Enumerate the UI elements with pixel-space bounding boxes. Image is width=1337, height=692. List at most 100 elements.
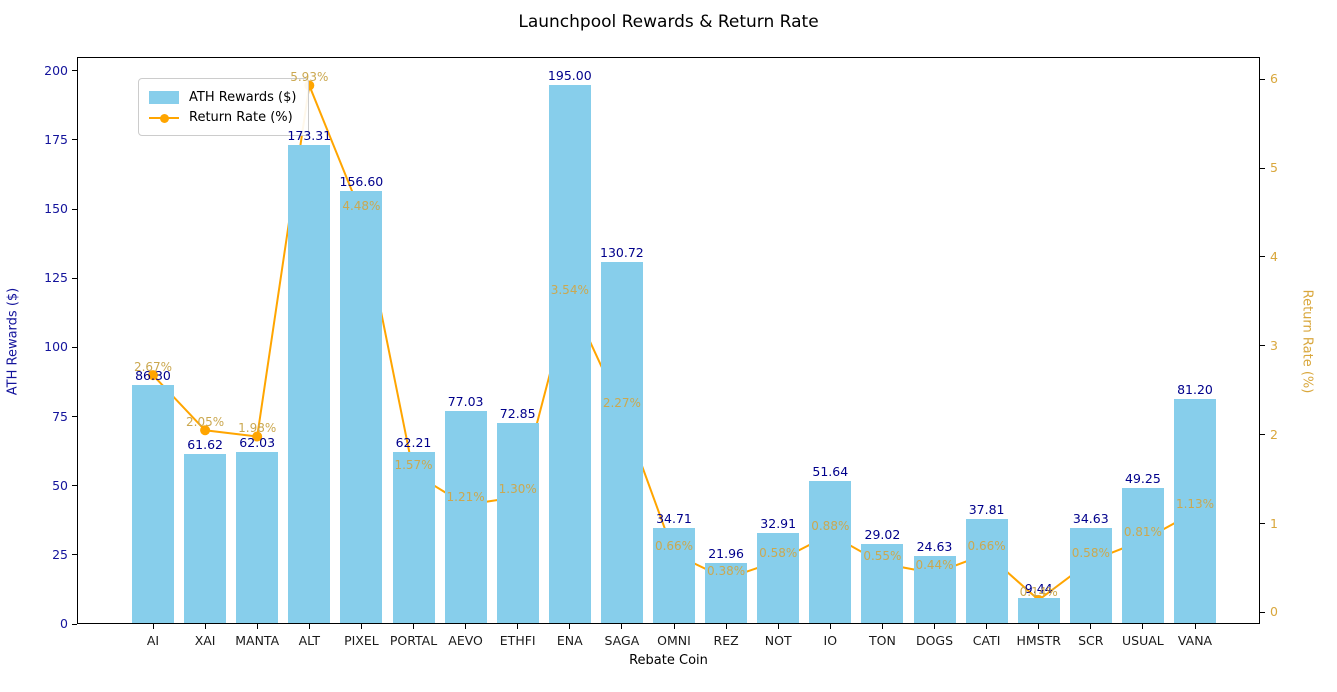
- x-tick-label: ETHFI: [499, 633, 536, 648]
- y-right-tickmark: [1260, 523, 1265, 525]
- y-right-tickmark: [1260, 167, 1265, 169]
- x-tick-label: ENA: [556, 633, 583, 648]
- y-right-tickmark: [1260, 78, 1265, 80]
- y-right-tick-label: 1: [1270, 515, 1278, 531]
- y-left-tick-label: 25: [52, 546, 68, 562]
- bar: [965, 519, 1008, 623]
- x-tickmark: [777, 624, 779, 629]
- rate-value-label: 0.58%: [1071, 545, 1110, 560]
- x-tickmark: [986, 624, 988, 629]
- y-right-tickmark: [1260, 256, 1265, 258]
- bar: [1121, 487, 1164, 623]
- x-tick-label: AI: [146, 633, 160, 648]
- x-tickmark: [1090, 624, 1092, 629]
- x-tickmark: [673, 624, 675, 629]
- y-left-tickmark: [72, 346, 77, 348]
- bar-value-label: 49.25: [1124, 470, 1161, 486]
- y-right-tick-label: 5: [1270, 159, 1278, 175]
- rate-value-label: 0.88%: [811, 519, 850, 534]
- bar-value-label: 21.96: [708, 546, 744, 562]
- bar-value-label: 72.85: [499, 405, 536, 421]
- y-left-tick-label: 175: [44, 131, 68, 147]
- bar: [1174, 399, 1216, 623]
- y-left-tickmark: [72, 208, 77, 210]
- bar-value-label: 34.71: [656, 510, 692, 526]
- bar-value-label: 81.20: [1177, 382, 1213, 398]
- y-left-tickmark: [72, 277, 77, 279]
- y-left-tickmark: [72, 554, 77, 556]
- bar: [809, 481, 852, 623]
- bar: [288, 144, 331, 623]
- y-left-tick-label: 100: [44, 339, 68, 355]
- bar-value-label: 86.30: [135, 368, 171, 384]
- y-left-tick-label: 50: [52, 477, 68, 493]
- rate-value-label: 0.58%: [759, 545, 798, 560]
- x-tickmark: [152, 624, 154, 629]
- rate-value-label: 0.81%: [1123, 525, 1162, 540]
- x-tick-label: CATI: [972, 633, 1001, 648]
- x-tickmark: [1142, 624, 1144, 629]
- x-tickmark: [881, 624, 883, 629]
- legend-item-return-rate: Return Rate (%): [149, 107, 296, 127]
- y-left-tickmark: [72, 70, 77, 72]
- bar: [236, 452, 279, 623]
- rate-value-label: 0.66%: [967, 538, 1006, 553]
- legend: ATH Rewards ($) Return Rate (%): [138, 78, 310, 136]
- x-tickmark: [829, 624, 831, 629]
- x-tickmark: [413, 624, 414, 629]
- rate-value-label: 2.67%: [133, 360, 173, 375]
- bar: [653, 527, 695, 623]
- x-tick-label: DOGS: [915, 633, 954, 648]
- rate-value-label: 0.38%: [707, 563, 746, 578]
- bar-value-label: 156.60: [339, 173, 384, 189]
- y-right-tickmark: [1260, 345, 1265, 347]
- y-left-tick-label: 150: [44, 200, 68, 216]
- x-tickmark: [934, 624, 935, 629]
- x-tickmark: [1194, 624, 1196, 629]
- y-right-tickmark: [1260, 434, 1265, 436]
- bar-value-label: 62.21: [395, 434, 432, 450]
- bar: [392, 451, 435, 623]
- bar-value-label: 77.03: [447, 393, 484, 409]
- y-right-axis-label: Return Rate (%): [1299, 289, 1315, 394]
- x-tick-label: OMNI: [657, 633, 691, 648]
- y-left-tickmark: [72, 623, 77, 625]
- bar: [861, 543, 904, 623]
- rate-value-label: 5.93%: [290, 70, 329, 85]
- x-tickmark: [204, 624, 206, 629]
- x-tick-label: MANTA: [235, 633, 280, 648]
- bar: [600, 262, 643, 623]
- x-tickmark: [517, 624, 519, 629]
- rate-value-label: 1.57%: [394, 457, 433, 472]
- bar-value-label: 173.31: [287, 127, 332, 143]
- x-tick-label: ALT: [298, 633, 321, 648]
- bar: [184, 453, 227, 623]
- x-tickmark: [256, 624, 258, 629]
- y-left-tick-label: 75: [52, 408, 68, 424]
- x-tick-label: PIXEL: [344, 633, 379, 648]
- legend-label: Return Rate (%): [189, 109, 293, 125]
- bar: [757, 532, 800, 623]
- x-tick-label: XAI: [194, 633, 216, 648]
- bar-value-label: 32.91: [760, 515, 797, 531]
- bar-value-label: 24.63: [916, 538, 953, 554]
- bar-value-label: 29.02: [864, 526, 901, 542]
- legend-item-rewards: ATH Rewards ($): [149, 87, 296, 107]
- x-tickmark: [360, 624, 362, 629]
- bar: [548, 84, 591, 623]
- y-right-tick-label: 6: [1270, 70, 1278, 86]
- bar-value-label: 62.03: [239, 435, 276, 451]
- x-tick-label: AEVO: [448, 633, 483, 648]
- x-axis-label: Rebate Coin: [629, 653, 708, 668]
- bar-value-label: 195.00: [547, 67, 592, 83]
- rate-value-label: 1.21%: [446, 489, 485, 504]
- legend-label: ATH Rewards ($): [189, 89, 297, 105]
- y-right-tick-label: 4: [1270, 248, 1278, 264]
- y-left-tick-label: 125: [44, 270, 68, 286]
- y-left-axis-label: ATH Rewards ($): [5, 287, 21, 396]
- x-tick-label: IO: [823, 633, 838, 648]
- x-tick-label: PORTAL: [389, 633, 438, 648]
- bar: [496, 422, 539, 623]
- x-tickmark: [1038, 624, 1040, 629]
- rate-value-label: 3.54%: [550, 282, 589, 297]
